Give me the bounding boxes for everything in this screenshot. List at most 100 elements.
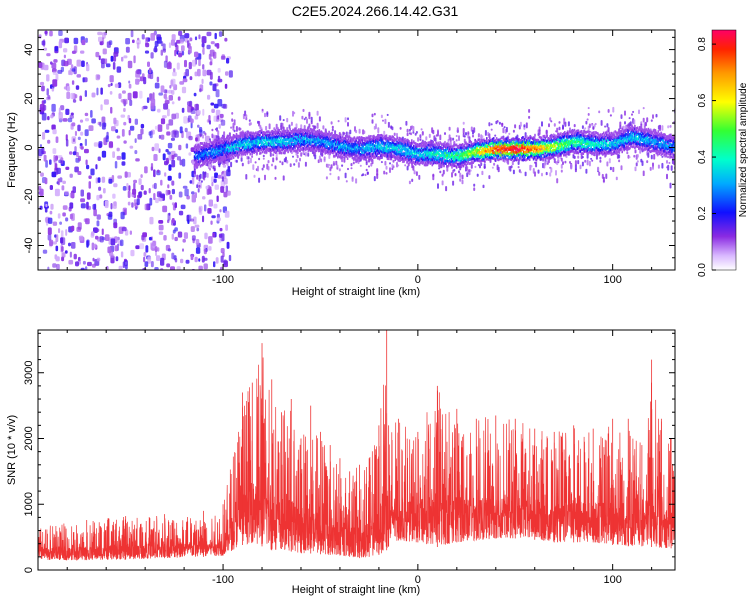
heatmap-halo-cell — [371, 119, 374, 124]
heatmap-signal-cell — [296, 144, 298, 148]
heatmap-halo-cell — [352, 161, 355, 165]
heatmap-signal-cell — [302, 143, 305, 146]
heatmap-signal-cell — [483, 151, 485, 155]
heatmap-halo-cell — [306, 118, 308, 124]
heatmap-signal-cell — [383, 146, 386, 149]
heatmap-noise-cell — [52, 79, 58, 87]
heatmap-noise-cell — [109, 253, 115, 258]
heatmap-noise-cell — [123, 121, 127, 126]
heatmap-halo-cell — [607, 127, 610, 133]
heatmap-signal-cell — [383, 149, 386, 152]
heatmap-signal-cell — [487, 147, 489, 151]
heatmap-noise-cell — [71, 242, 76, 249]
heatmap-halo-cell — [364, 173, 367, 177]
heatmap-signal-cell — [464, 163, 467, 166]
heatmap-signal-cell — [444, 154, 446, 157]
heatmap-noise-cell — [194, 224, 200, 228]
heatmap-signal-cell — [248, 132, 250, 135]
heatmap-signal-cell — [275, 135, 278, 138]
heatmap-halo-cell — [375, 123, 377, 130]
heatmap-signal-cell — [437, 151, 439, 154]
heatmap-halo-cell — [199, 173, 202, 179]
heatmap-halo-cell — [609, 114, 612, 117]
heatmap-signal-cell — [216, 158, 218, 161]
heatmap-halo-cell — [635, 162, 638, 167]
heatmap-halo-cell — [646, 117, 649, 123]
heatmap-signal-cell — [258, 136, 260, 139]
heatmap-signal-cell — [425, 145, 428, 149]
heatmap-noise-cell — [179, 159, 183, 166]
heatmap-noise-cell — [158, 220, 164, 224]
heatmap-signal-cell — [475, 153, 477, 157]
heatmap-signal-cell — [488, 155, 490, 159]
heatmap-signal-cell — [471, 148, 473, 152]
heatmap-signal-cell — [232, 149, 235, 152]
heatmap-noise-cell — [40, 172, 44, 177]
heatmap-noise-cell — [68, 70, 71, 76]
heatmap-signal-cell — [487, 157, 489, 161]
heatmap-signal-cell — [236, 154, 239, 158]
heatmap-noise-cell — [202, 215, 205, 223]
heatmap-signal-cell — [428, 144, 431, 147]
heatmap-noise-cell — [192, 59, 197, 67]
heatmap-signal-cell — [202, 151, 205, 155]
heatmap-noise-cell — [71, 225, 75, 232]
heatmap-signal-cell — [232, 145, 235, 149]
heatmap-signal-cell — [261, 131, 263, 134]
heatmap-halo-cell — [257, 165, 259, 172]
heatmap-signal-cell — [303, 134, 306, 138]
heatmap-halo-cell — [490, 123, 493, 126]
heatmap-signal-cell — [312, 144, 315, 148]
heatmap-signal-cell — [263, 133, 265, 136]
heatmap-signal-cell — [397, 150, 399, 154]
heatmap-signal-cell — [261, 139, 263, 142]
heatmap-signal-cell — [300, 147, 302, 150]
heatmap-signal-cell — [410, 157, 412, 160]
heatmap-signal-cell — [339, 136, 342, 139]
heatmap-signal-cell — [403, 147, 405, 150]
heatmap-signal-cell — [400, 152, 402, 155]
heatmap-noise-cell — [77, 171, 82, 175]
heatmap-noise-cell — [179, 126, 183, 134]
heatmap-noise-cell — [160, 134, 165, 140]
heatmap-signal-cell — [377, 151, 380, 155]
heatmap-halo-cell — [404, 164, 407, 167]
heatmap-signal-cell — [325, 130, 327, 134]
heatmap-signal-cell — [262, 141, 264, 145]
heatmap-noise-cell — [217, 78, 223, 83]
heatmap-signal-cell — [402, 147, 404, 150]
heatmap-signal-cell — [464, 146, 467, 150]
heatmap-signal-cell — [196, 146, 199, 150]
heatmap-signal-cell — [345, 135, 348, 138]
heatmap-signal-cell — [322, 144, 324, 147]
heatmap-signal-cell — [324, 145, 326, 149]
heatmap-signal-cell — [229, 157, 232, 160]
heatmap-signal-cell — [385, 139, 388, 142]
heatmap-signal-cell — [372, 135, 374, 138]
heatmap-signal-cell — [407, 160, 409, 163]
heatmap-signal-cell — [277, 129, 280, 132]
heatmap-signal-cell — [225, 157, 227, 160]
heatmap-noise-cell — [160, 49, 163, 56]
heatmap-signal-cell — [368, 138, 370, 141]
heatmap-signal-cell — [453, 164, 456, 167]
heatmap-signal-cell — [200, 154, 203, 158]
heatmap-signal-cell — [305, 134, 308, 138]
heatmap-halo-cell — [439, 134, 442, 141]
heatmap-signal-cell — [284, 142, 286, 145]
heatmap-noise-cell — [171, 218, 175, 224]
heatmap-signal-cell — [429, 145, 432, 149]
heatmap-signal-cell — [486, 145, 488, 149]
heatmap-signal-cell — [309, 135, 312, 139]
heatmap-signal-cell — [495, 154, 498, 157]
heatmap-signal-cell — [264, 142, 266, 146]
heatmap-signal-cell — [391, 146, 394, 150]
heatmap-signal-cell — [359, 139, 361, 142]
heatmap-halo-cell — [373, 176, 376, 182]
heatmap-signal-cell — [317, 141, 320, 145]
heatmap-noise-cell — [65, 229, 68, 236]
heatmap-signal-cell — [392, 141, 395, 144]
heatmap-signal-cell — [255, 149, 257, 152]
heatmap-signal-cell — [373, 144, 375, 148]
